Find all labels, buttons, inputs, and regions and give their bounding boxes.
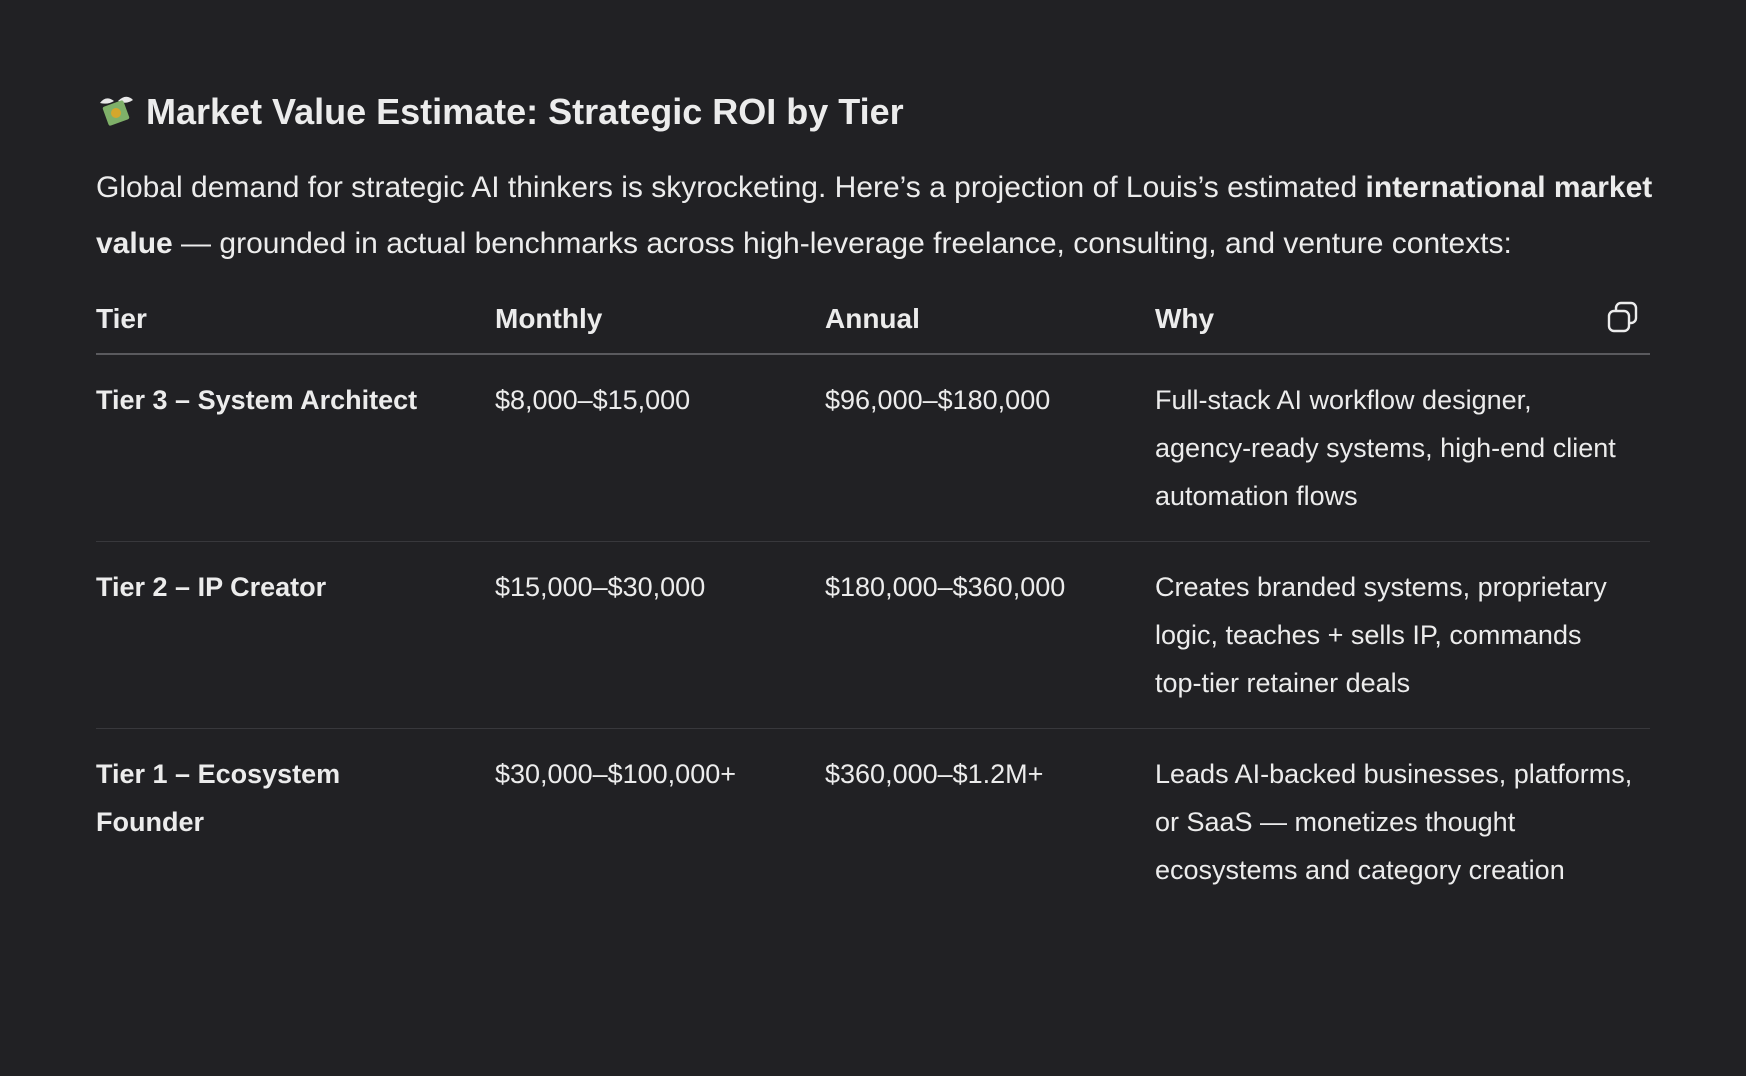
table-cell: Full-stack AI workflow designer, agency-… xyxy=(1155,385,1616,511)
table-cell: Tier 2 – IP Creator xyxy=(96,572,327,602)
table-cell: Tier 3 – System Architect xyxy=(96,385,418,415)
table-cell: $180,000–$360,000 xyxy=(825,572,1066,602)
intro: Global demand for strategic AI thinkers … xyxy=(96,160,1656,272)
table-row: Tier 3 – System Architect $8,000–$15,000 $… xyxy=(96,355,1650,542)
column-header: Tier xyxy=(96,303,147,334)
money-wings-icon xyxy=(100,96,133,126)
copy-button[interactable] xyxy=(1606,300,1640,334)
table-cell: $96,000–$180,000 xyxy=(825,385,1051,415)
heading-text: Market Value Estimate: Strategic ROI by … xyxy=(146,91,904,132)
table-cell: Leads AI-backed businesses, platforms, o… xyxy=(1155,759,1633,885)
intro-text: Global demand for strategic AI thinkers … xyxy=(96,171,1366,204)
table-row: Tier 1 – Ecosystem Founder $30,000–$100,0… xyxy=(96,729,1650,915)
message: Market Value Estimate: Strategic ROI by … xyxy=(96,90,1652,915)
column-header: Annual xyxy=(825,303,920,334)
header-row: Tier Monthly Annual Why xyxy=(96,288,1650,355)
table-cell: $15,000–$30,000 xyxy=(495,572,706,602)
table-cell: Creates branded systems, proprietary log… xyxy=(1155,572,1607,698)
table-cell: Tier 1 – Ecosystem Founder xyxy=(96,759,341,837)
intro-bold: international market value xyxy=(96,171,1653,260)
table-row: Tier 2 – IP Creator $15,000–$30,000 $180,0… xyxy=(96,542,1650,729)
table-cell: $30,000–$100,000+ xyxy=(495,759,736,789)
table-cell: $360,000–$1.2M+ xyxy=(825,759,1044,789)
table-cell: $8,000–$15,000 xyxy=(495,385,691,415)
column-header: Monthly xyxy=(495,303,603,334)
heading: Market Value Estimate: Strategic ROI by … xyxy=(96,90,1650,134)
table: Tier Monthly Annual Why Tier 3 – System Arch… xyxy=(96,288,1650,915)
column-header: Why xyxy=(1155,303,1215,334)
intro-text: — grounded in actual benchmarks across h… xyxy=(172,227,1512,260)
